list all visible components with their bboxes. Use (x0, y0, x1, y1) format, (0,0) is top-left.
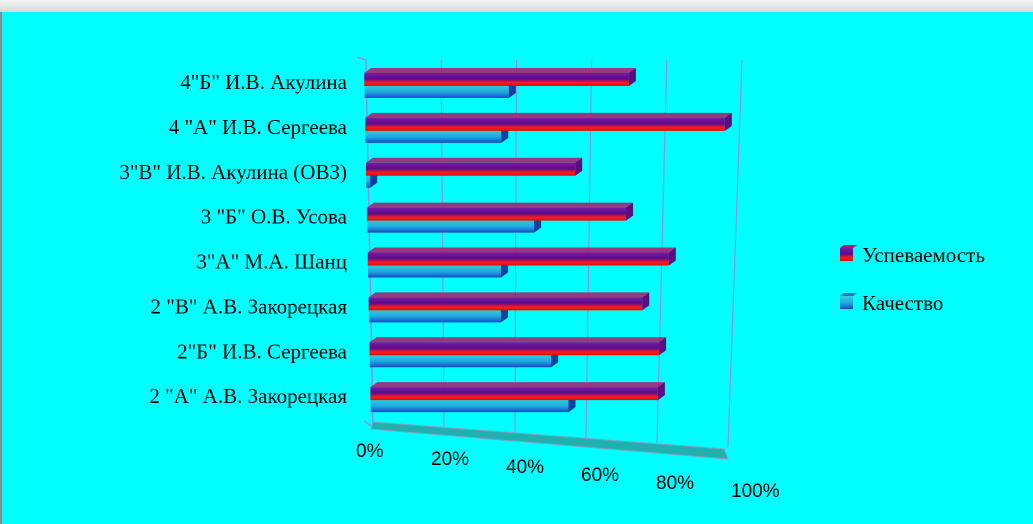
bar-uspevaemost (369, 337, 667, 356)
x-tick-label: 100% (731, 481, 780, 502)
category-label: 2 "А" А.В. Закорецкая (149, 384, 347, 408)
category-label: 3"В" И.В. Акулина (ОВЗ) (119, 160, 347, 184)
x-tick-label: 20% (431, 449, 469, 470)
x-tick-label: 80% (656, 473, 694, 494)
bar-uspevaemost (370, 382, 665, 401)
grid-line (727, 59, 743, 448)
x-tick-label: 0% (356, 441, 384, 462)
legend: Успеваемость Качество (840, 243, 985, 315)
bar-uspevaemost (366, 157, 583, 176)
bar-chart: 2 "А" А.В. Закорецкая 2"Б" И.В. Сергеева 2… (119, 56, 985, 502)
legend-label: Успеваемость (862, 243, 985, 267)
bar-uspevaemost (367, 247, 676, 266)
category-label: 4 "А" И.В. Сергеева (169, 115, 348, 139)
category-label: 4"Б" И.В. Акулина (180, 70, 347, 94)
bar-uspevaemost (366, 202, 634, 221)
category-label: 2 "В" А.В. Закорецкая (151, 294, 348, 318)
chart-floor (370, 421, 729, 460)
chart-area: 2 "А" А.В. Закорецкая 2"Б" И.В. Сергеева 2… (0, 12, 1033, 524)
legend-label: Качество (862, 291, 943, 315)
x-tick-label: 40% (506, 457, 544, 478)
left-wall (356, 56, 374, 429)
category-label: 2"Б" И.В. Сергеева (177, 339, 348, 363)
category-label: 3"А" М.А. Шанц (196, 250, 347, 274)
bar-uspevaemost (365, 112, 732, 131)
category-label: 3 "Б" О.В. Усова (201, 205, 348, 229)
bar-uspevaemost (364, 68, 636, 86)
x-tick-label: 60% (581, 465, 619, 486)
bar-uspevaemost (368, 292, 650, 311)
